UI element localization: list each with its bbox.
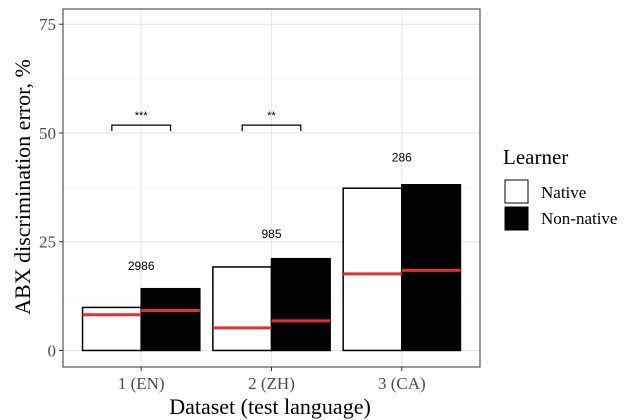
x-tick-label: 3 (CA) <box>378 374 426 393</box>
median-lines <box>82 268 461 330</box>
bar-native <box>342 187 403 352</box>
significance-bracket <box>241 124 302 132</box>
x-tick-label: 1 (EN) <box>118 374 165 393</box>
axes: 0 25 50 75 1 (EN) 2 (ZH) 3 (CA) <box>39 15 426 393</box>
legend-label-non-native: Non-native <box>541 209 617 228</box>
y-tick-label: 50 <box>39 124 56 143</box>
count-label: 985 <box>261 227 281 241</box>
significance-bracket <box>111 124 172 132</box>
y-tick-label: 25 <box>39 233 56 252</box>
legend-title: Learner <box>503 145 568 169</box>
y-tick-label: 75 <box>39 15 56 34</box>
bar-native <box>212 266 273 352</box>
y-axis-label: ABX discrimination error, % <box>10 59 35 315</box>
count-label: 286 <box>392 151 412 165</box>
bar-non-native <box>140 287 201 352</box>
legend-key-native <box>504 179 529 204</box>
significance-label: ** <box>267 110 276 122</box>
significance-label: *** <box>135 110 149 122</box>
bar-non-native <box>270 257 331 352</box>
count-label: 2986 <box>128 259 155 273</box>
y-tick-label: 0 <box>48 341 57 360</box>
legend: Learner Native Non-native <box>503 145 617 231</box>
legend-label-native: Native <box>541 183 586 202</box>
x-axis-label: Dataset (test language) <box>169 394 371 419</box>
legend-key-non-native <box>504 206 529 231</box>
bar-non-native <box>401 183 462 352</box>
x-tick-label: 2 (ZH) <box>248 374 295 393</box>
